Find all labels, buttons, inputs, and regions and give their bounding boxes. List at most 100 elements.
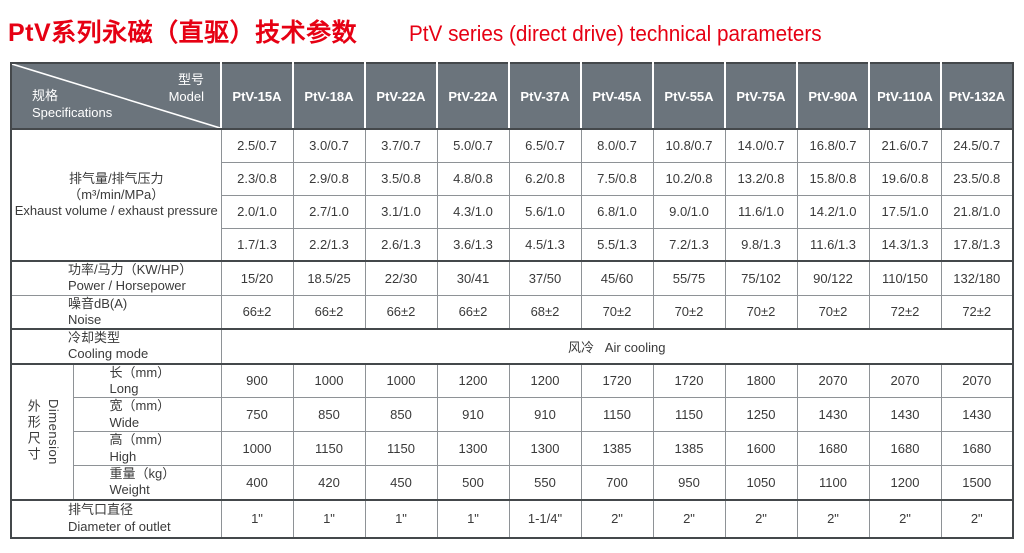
technical-parameters-table: 型号 Model 规格 Specifications PtV-15A PtV-18…: [10, 62, 1014, 539]
table-row-exhaust-1.3: 1.7/1.3 2.2/1.3 2.6/1.3 3.6/1.3 4.5/1.3 5.5/1…: [11, 227, 1014, 262]
value-cell: 21.6/0.7: [868, 128, 942, 163]
value-cell: 1.7/1.3: [220, 227, 294, 262]
dimension-group-zh: 外形尺寸: [25, 399, 41, 464]
value-cell: 1200: [508, 362, 582, 398]
table-row-exhaust-0.8: 2.3/0.8 2.9/0.8 3.5/0.8 4.8/0.8 6.2/0.8 7.5/0…: [11, 161, 1014, 196]
corner-spec-zh: 规格: [32, 88, 59, 104]
value-cell: 1050: [724, 465, 798, 500]
dimension-group-label: 外形尺寸 Dimension: [10, 362, 74, 500]
corner-spec-en: Specifications: [32, 105, 113, 121]
value-cell: 2070: [796, 362, 870, 398]
value-cell: 24.5/0.7: [940, 128, 1014, 163]
value-cell: 10.2/0.8: [652, 161, 726, 196]
value-cell: 14.0/0.7: [724, 128, 798, 163]
model-header: PtV-45A: [580, 63, 654, 130]
table-row-dimension-wide: 宽（mm） Wide 750 850 850 910 910 1150 1150 1250 14…: [11, 397, 1014, 432]
table-row-outlet: 排气口直径 Diameter of outlet 1" 1" 1" 1" 1-1/4" 2…: [10, 498, 1014, 538]
value-cell: 75/102: [724, 260, 798, 296]
value-cell: 1500: [940, 465, 1014, 500]
value-cell: 66±2: [220, 294, 294, 330]
corner-spec-label: 规格 Specifications: [32, 88, 112, 122]
value-cell: 2": [868, 498, 942, 538]
value-cell: 3.1/1.0: [364, 194, 438, 229]
value-cell: 90/122: [796, 260, 870, 296]
value-cell: 2070: [940, 362, 1014, 398]
value-cell: 2.3/0.8: [220, 161, 294, 196]
value-cell: 5.6/1.0: [508, 194, 582, 229]
value-cell: 2": [940, 498, 1014, 538]
value-cell: 3.7/0.7: [364, 128, 438, 163]
value-cell: 1300: [508, 431, 582, 466]
page-title-zh: PtV系列永磁（直驱）技术参数: [8, 19, 358, 47]
model-header: PtV-132A: [940, 63, 1014, 130]
table-row-dimension-weight: 重量（kg） Weight 400 420 450 500 550 700 950 1050 1…: [11, 465, 1014, 500]
value-cell: 1": [220, 498, 294, 538]
value-cell: 2.7/1.0: [292, 194, 366, 229]
value-cell: 110/150: [868, 260, 942, 296]
value-cell: 1000: [220, 431, 294, 466]
value-cell: 1300: [436, 431, 510, 466]
value-cell: 13.2/0.8: [724, 161, 798, 196]
value-cell: 1680: [940, 431, 1014, 466]
value-cell: 910: [508, 397, 582, 432]
value-cell: 66±2: [364, 294, 438, 330]
value-cell: 70±2: [796, 294, 870, 330]
value-cell: 850: [364, 397, 438, 432]
value-cell: 1100: [796, 465, 870, 500]
corner-model-en: Model: [168, 88, 204, 104]
value-cell: 11.6/1.3: [796, 227, 870, 262]
value-cell: 70±2: [724, 294, 798, 330]
value-cell: 70±2: [580, 294, 654, 330]
high-label-en: High: [109, 448, 137, 464]
value-cell: 900: [220, 362, 294, 398]
value-cell: 1430: [940, 397, 1014, 432]
value-cell: 450: [364, 465, 438, 500]
value-cell: 23.5/0.8: [940, 161, 1014, 196]
row-label-cooling: 冷却类型 Cooling mode: [10, 328, 222, 364]
outlet-label-en: Diameter of outlet: [68, 518, 171, 534]
exhaust-label-en: Exhaust volume / exhaust pressure: [14, 203, 218, 219]
value-cell: 8.0/0.7: [580, 128, 654, 163]
cooling-value-cell: 风冷 Air cooling: [220, 328, 1014, 364]
value-cell: 1150: [652, 397, 726, 432]
value-cell: 1250: [724, 397, 798, 432]
value-cell: 3.0/0.7: [292, 128, 366, 163]
long-label-en: Long: [109, 380, 139, 396]
row-label-power: 功率/马力（KW/HP） Power / Horsepower: [10, 260, 222, 296]
model-header: PtV-37A: [508, 63, 582, 130]
table-row-power: 功率/马力（KW/HP） Power / Horsepower 15/20 18.…: [10, 260, 1014, 296]
value-cell: 1": [364, 498, 438, 538]
row-label-weight: 重量（kg） Weight: [72, 465, 222, 500]
value-cell: 9.8/1.3: [724, 227, 798, 262]
noise-label-en: Noise: [68, 311, 102, 327]
exhaust-label-zh: 排气量/排气压力: [68, 170, 164, 186]
value-cell: 14.3/1.3: [868, 227, 942, 262]
corner-model-label: 型号 Model: [169, 72, 204, 106]
value-cell: 72±2: [940, 294, 1014, 330]
value-cell: 4.3/1.0: [436, 194, 510, 229]
table-row-cooling: 冷却类型 Cooling mode 风冷 Air cooling: [10, 328, 1014, 364]
value-cell: 7.5/0.8: [580, 161, 654, 196]
value-cell: 2.5/0.7: [220, 128, 294, 163]
value-cell: 1600: [724, 431, 798, 466]
value-cell: 1720: [580, 362, 654, 398]
value-cell: 1200: [868, 465, 942, 500]
value-cell: 2": [580, 498, 654, 538]
value-cell: 132/180: [940, 260, 1014, 296]
value-cell: 17.8/1.3: [940, 227, 1014, 262]
dimension-group-en: Dimension: [45, 398, 61, 465]
row-label-long: 长（mm） Long: [72, 362, 222, 398]
row-label-high: 高（mm） High: [72, 431, 222, 466]
value-cell: 420: [292, 465, 366, 500]
value-cell: 1430: [868, 397, 942, 432]
value-cell: 2.0/1.0: [220, 194, 294, 229]
corner-model-zh: 型号: [177, 72, 204, 87]
value-cell: 5.5/1.3: [580, 227, 654, 262]
value-cell: 1": [292, 498, 366, 538]
value-cell: 7.2/1.3: [652, 227, 726, 262]
power-label-zh: 功率/马力（KW/HP）: [68, 262, 193, 277]
value-cell: 750: [220, 397, 294, 432]
model-header: PtV-90A: [796, 63, 870, 130]
value-cell: 1000: [364, 362, 438, 398]
value-cell: 18.5/25: [292, 260, 366, 296]
